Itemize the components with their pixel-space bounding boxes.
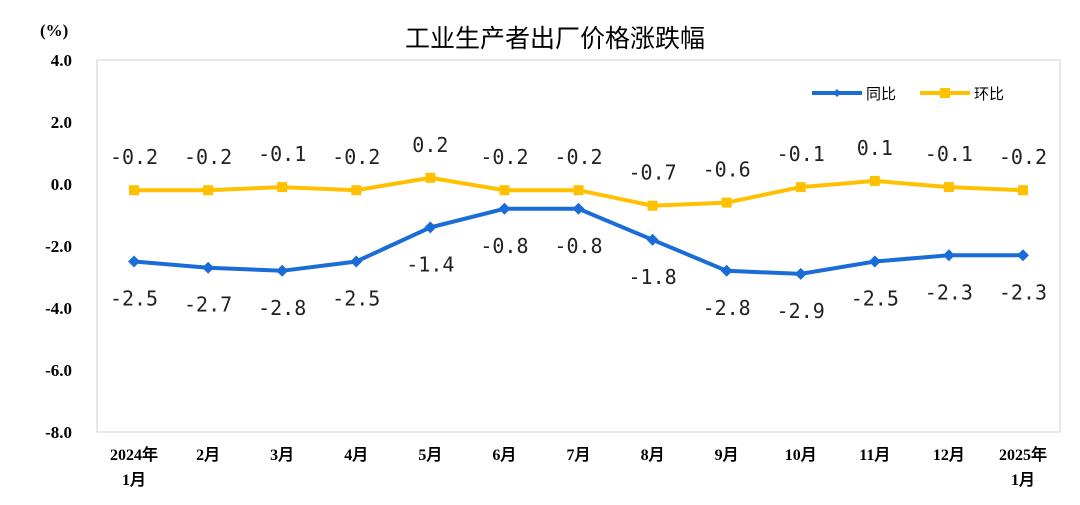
data-point-marker (351, 185, 362, 196)
x-tick-label: 1月 (122, 471, 146, 489)
data-point-marker (869, 175, 880, 186)
x-tick-label: 3月 (270, 446, 294, 464)
legend-label: 同比 (866, 85, 896, 103)
data-label: -2.8 (258, 296, 306, 320)
data-point-marker (128, 255, 141, 268)
x-tick-label: 2月 (196, 446, 220, 464)
data-label: -2.3 (925, 280, 973, 304)
x-tick-label: 8月 (641, 446, 665, 464)
legend-marker (940, 88, 950, 98)
data-label: -2.5 (110, 287, 158, 311)
x-tick-label: 6月 (492, 446, 516, 464)
data-point-marker (276, 264, 289, 277)
y-tick-label: -6.0 (45, 361, 72, 380)
y-tick-label: 4.0 (51, 51, 72, 70)
x-tick-label: 7月 (566, 446, 590, 464)
data-label: -0.1 (258, 142, 306, 166)
data-point-marker (202, 261, 215, 274)
data-point-marker (1017, 185, 1028, 196)
data-label: -0.7 (628, 161, 676, 185)
data-label: -2.8 (703, 296, 751, 320)
data-point-marker (572, 202, 585, 215)
data-label: -2.7 (184, 293, 232, 317)
data-label: -0.2 (332, 145, 380, 169)
y-tick-label: 0.0 (51, 175, 72, 194)
data-point-marker (795, 182, 806, 193)
y-axis-unit: (%) (40, 21, 68, 40)
y-tick-label: -4.0 (45, 299, 72, 318)
data-label: -1.4 (406, 252, 454, 276)
data-label: -2.5 (332, 287, 380, 311)
data-label: -2.5 (851, 287, 899, 311)
data-label: -0.2 (480, 145, 528, 169)
data-point-marker (425, 172, 436, 183)
data-label: -0.8 (480, 234, 528, 258)
data-label: -0.1 (777, 142, 825, 166)
y-tick-label: 2.0 (51, 113, 72, 132)
data-point-marker (499, 185, 510, 196)
data-label: -2.9 (777, 299, 825, 323)
data-label: -0.2 (184, 145, 232, 169)
legend-label: 环比 (974, 85, 1004, 103)
legend-marker (833, 89, 841, 97)
y-tick-label: -2.0 (45, 237, 72, 256)
data-point-marker (424, 221, 437, 234)
data-point-marker (794, 267, 807, 280)
x-tick-label: 1月 (1011, 471, 1035, 489)
data-point-marker (573, 185, 584, 196)
data-point-marker (129, 185, 140, 196)
data-point-marker (720, 264, 733, 277)
x-tick-label: 11月 (859, 446, 890, 464)
data-point-marker (277, 182, 288, 193)
data-point-marker (203, 185, 214, 196)
data-point-marker (868, 255, 881, 268)
data-label: -0.2 (999, 145, 1047, 169)
data-point-marker (647, 200, 658, 211)
x-tick-label: 10月 (785, 446, 817, 464)
y-tick-label: -8.0 (45, 423, 72, 442)
data-point-marker (350, 255, 363, 268)
x-tick-label: 12月 (933, 446, 965, 464)
data-label: -0.1 (925, 142, 973, 166)
x-tick-label: 5月 (418, 446, 442, 464)
x-tick-label: 2024年 (110, 445, 158, 464)
data-label: -2.3 (999, 280, 1047, 304)
data-label: 0.1 (857, 136, 893, 160)
data-label: -0.6 (703, 158, 751, 182)
data-label: -0.8 (554, 234, 602, 258)
x-tick-label: 2025年 (999, 445, 1047, 464)
data-label: -0.2 (554, 145, 602, 169)
data-label: -1.8 (628, 265, 676, 289)
data-point-marker (498, 202, 511, 215)
plot-area (96, 59, 1061, 433)
data-point-marker (1016, 249, 1029, 262)
chart-title: 工业生产者出厂价格涨跌幅 (405, 24, 705, 53)
data-point-marker (943, 182, 954, 193)
data-point-marker (942, 249, 955, 262)
data-point-marker (721, 197, 732, 208)
data-point-marker (646, 233, 659, 246)
data-label: 0.2 (412, 133, 448, 157)
x-tick-label: 4月 (344, 446, 368, 464)
x-tick-label: 9月 (715, 446, 739, 464)
data-label: -0.2 (110, 145, 158, 169)
